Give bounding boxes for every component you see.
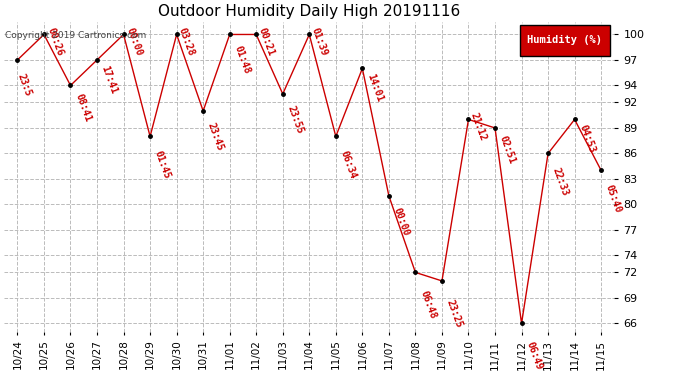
Text: 00:26: 00:26 (46, 26, 65, 57)
Text: 23:55: 23:55 (286, 104, 305, 135)
Text: 00:21: 00:21 (256, 26, 276, 57)
Text: 21:12: 21:12 (469, 111, 488, 142)
Text: 23:5: 23:5 (16, 73, 34, 98)
Text: 14:01: 14:01 (365, 73, 384, 104)
Text: 22:33: 22:33 (551, 166, 570, 197)
Text: 06:48: 06:48 (418, 290, 437, 320)
Text: 01:39: 01:39 (309, 26, 328, 57)
Text: Copyright 2019 Cartronics.com: Copyright 2019 Cartronics.com (6, 31, 147, 40)
Text: 03:28: 03:28 (177, 26, 196, 57)
Text: 05:40: 05:40 (604, 183, 623, 214)
Text: 00:00: 00:00 (391, 206, 411, 237)
Text: 04:53: 04:53 (578, 124, 597, 155)
Text: 06:49: 06:49 (524, 340, 544, 371)
Text: 01:48: 01:48 (233, 45, 252, 76)
Text: 00:00: 00:00 (125, 26, 144, 57)
Text: 02:51: 02:51 (497, 135, 517, 166)
Text: 08:41: 08:41 (73, 92, 92, 123)
Title: Outdoor Humidity Daily High 20191116: Outdoor Humidity Daily High 20191116 (158, 4, 460, 19)
Text: 23:25: 23:25 (444, 298, 464, 329)
Text: 06:34: 06:34 (339, 149, 358, 180)
FancyBboxPatch shape (520, 25, 610, 56)
Text: 17:41: 17:41 (99, 64, 119, 95)
Text: Humidity (%): Humidity (%) (527, 35, 602, 45)
Text: 23:45: 23:45 (206, 121, 225, 152)
Text: 01:45: 01:45 (152, 149, 172, 180)
